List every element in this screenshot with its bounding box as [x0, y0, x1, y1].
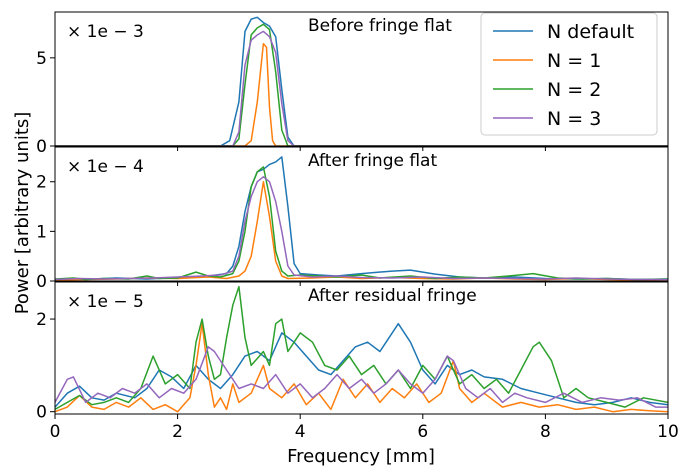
series-line-2-2 — [55, 180, 668, 281]
axes-frame-2 — [54, 146, 669, 282]
legend-label-4: N = 3 — [547, 108, 601, 130]
scale-label-3: × 1e − 5 — [67, 292, 144, 312]
series-line-1-3 — [55, 23, 668, 146]
y-tick-label-3-2: 2 — [36, 310, 47, 330]
series-line-1-1 — [55, 16, 668, 146]
y-axis-label: Power [arbitrary units] — [12, 112, 33, 315]
legend-box — [480, 12, 658, 136]
series-line-2-1 — [55, 156, 668, 281]
x-tick-label-6: 10 — [657, 422, 679, 442]
scale-label-2: × 1e − 4 — [67, 157, 144, 177]
x-tick-label-4: 6 — [417, 422, 428, 442]
y-tick-label-1-2: 5 — [36, 49, 47, 69]
x-axis-label: Frequency [mm] — [287, 446, 435, 467]
x-tick-label-2: 2 — [172, 422, 183, 442]
y-tick-label-1-1: 0 — [36, 137, 47, 157]
series-line-2-4 — [55, 176, 668, 281]
x-tick-label-3: 4 — [295, 422, 306, 442]
series-line-3-2 — [55, 322, 668, 413]
series-line-1-4 — [55, 30, 668, 146]
panel-title-3: After residual fringe — [308, 286, 477, 306]
axes-frame-3 — [54, 281, 669, 415]
series-line-3-4 — [55, 346, 668, 408]
axes-frame-1 — [54, 11, 669, 147]
y-tick-label-2-1: 0 — [36, 272, 47, 292]
series-line-3-1 — [55, 322, 668, 408]
x-tick-label-5: 8 — [540, 422, 551, 442]
y-tick-label-2-3: 2 — [36, 173, 47, 193]
legend-label-3: N = 2 — [547, 79, 601, 101]
legend-label-2: N = 1 — [547, 50, 601, 72]
series-line-2-3 — [55, 166, 668, 281]
y-tick-label-3-1: 0 — [36, 403, 47, 423]
scale-label-1: × 1e − 3 — [67, 22, 144, 42]
series-line-3-3 — [55, 285, 668, 411]
series-line-1-2 — [55, 42, 668, 146]
y-tick-label-2-2: 1 — [36, 222, 47, 242]
panel-title-1: Before fringe flat — [308, 16, 452, 36]
x-tick-label-1: 0 — [50, 422, 61, 442]
panel-title-2: After fringe flat — [308, 151, 437, 171]
legend-label-1: N default — [547, 21, 634, 43]
